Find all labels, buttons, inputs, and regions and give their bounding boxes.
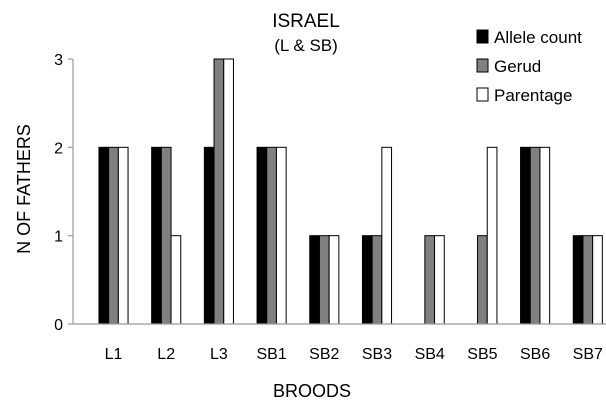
bar-sb7-allele-count: [572, 235, 584, 325]
x-tick-label: SB1: [256, 346, 286, 363]
bar-sb6-parentage: [539, 146, 551, 325]
legend: Allele count Gerud Parentage: [476, 28, 582, 105]
legend-label: Allele count: [494, 28, 582, 47]
y-tick-label: 0: [54, 317, 63, 334]
bar-l2-allele-count: [151, 146, 162, 325]
x-tick-label: L2: [157, 346, 175, 363]
bar-sb2-allele-count: [309, 235, 320, 325]
bar-sb3-allele-count: [361, 235, 373, 325]
bar-sb6-allele-count: [520, 146, 531, 325]
x-tick-label: SB3: [362, 346, 392, 363]
chart-title: ISRAEL: [272, 11, 340, 32]
bar-sb2-gerud: [318, 235, 330, 325]
x-tick-label: SB5: [467, 346, 497, 363]
bar-l2-parentage: [170, 235, 182, 325]
legend-label: Parentage: [494, 86, 572, 105]
y-tick-label: 2: [54, 140, 63, 157]
y-tick-label: 1: [54, 229, 63, 246]
legend-label: Gerud: [494, 57, 541, 76]
bar-sb1-gerud: [266, 146, 277, 325]
bar-l1-gerud: [108, 146, 119, 325]
bar-sb5-gerud: [477, 235, 488, 325]
y-axis-label: N OF FATHERS: [14, 124, 34, 254]
legend-swatch-parentage: [476, 87, 489, 102]
bar-sb5-parentage: [486, 146, 498, 325]
bar-sb7-gerud: [582, 235, 594, 325]
axes-group: 0 1 2 3 L1 L2 L3 SB1 SB2 SB3 SB4 SB5 SB6 SB7: [54, 52, 606, 363]
bar-sb4-gerud: [424, 235, 436, 325]
bar-sb6-gerud: [529, 146, 541, 325]
bar-l1-allele-count: [98, 146, 110, 325]
bar-l3-gerud: [213, 58, 225, 325]
x-tick-label: SB7: [573, 346, 603, 363]
bar-l3-allele-count: [203, 146, 215, 325]
legend-swatch-gerud: [476, 58, 489, 73]
bar-sb1-parentage: [275, 146, 287, 325]
bar-sb4-parentage: [434, 235, 445, 325]
bar-sb3-gerud: [371, 235, 383, 325]
bar-l3-parentage: [223, 58, 234, 325]
x-tick-label: SB4: [415, 346, 445, 363]
bar-sb2-parentage: [328, 235, 340, 325]
x-tick-label: SB2: [309, 346, 339, 363]
x-axis-label: BROODS: [273, 381, 351, 401]
y-tick-label: 3: [54, 52, 63, 69]
bar-l2-gerud: [160, 146, 172, 325]
chart-subtitle: (L & SB): [274, 36, 338, 55]
x-tick-label: SB6: [520, 346, 550, 363]
bar-sb7-parentage: [592, 235, 603, 325]
bars-group: [98, 58, 603, 325]
bar-l1-parentage: [117, 146, 129, 325]
legend-swatch-allele-count: [476, 29, 489, 44]
x-tick-label: L3: [210, 346, 228, 363]
x-tick-label: L1: [105, 346, 123, 363]
bar-sb3-parentage: [381, 146, 393, 325]
bar-sb1-allele-count: [256, 146, 268, 325]
